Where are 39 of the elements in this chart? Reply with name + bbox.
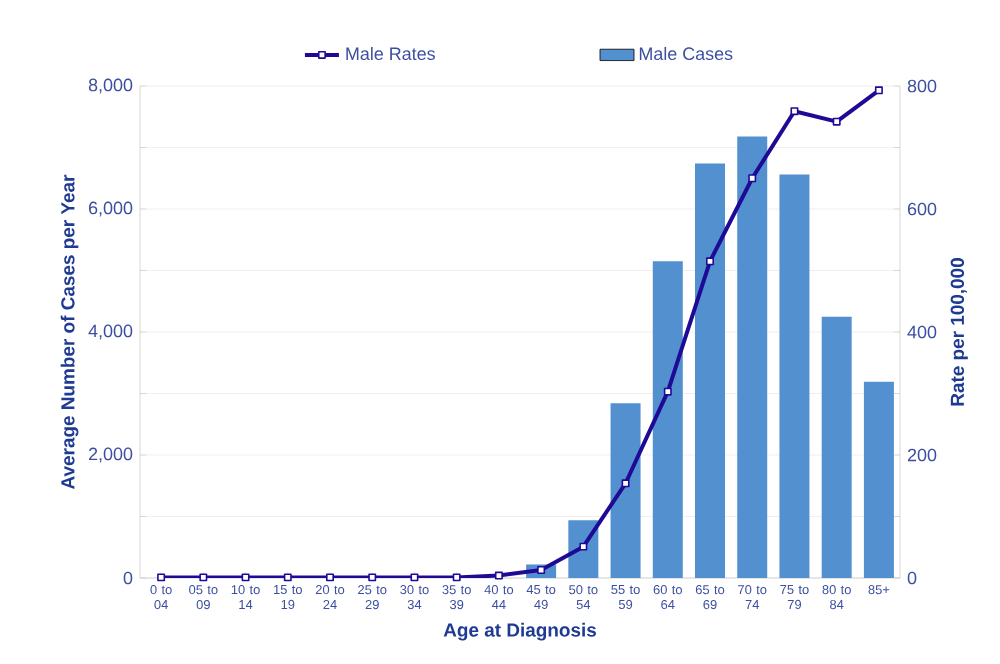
y2-tick-label: 800 xyxy=(907,79,937,93)
point xyxy=(748,174,757,183)
point xyxy=(579,542,588,551)
bar xyxy=(821,316,852,578)
bar xyxy=(652,261,683,578)
point xyxy=(494,571,503,580)
point xyxy=(706,257,714,266)
x-axis-title: Age at Diagnosis xyxy=(443,622,596,641)
point xyxy=(790,107,799,116)
y-tick-label: 0 xyxy=(123,571,133,585)
point xyxy=(199,573,208,582)
point xyxy=(283,573,292,582)
bar xyxy=(779,174,810,578)
y2-axis-title: Rate per 100,000 xyxy=(950,258,968,406)
y2-tick-label: 0 xyxy=(907,571,917,585)
bar xyxy=(610,403,641,578)
point xyxy=(410,573,419,582)
y2-tick-label: 200 xyxy=(907,448,937,462)
y-tick-label: 2,000 xyxy=(88,447,133,463)
bar xyxy=(737,136,768,578)
point xyxy=(368,573,377,582)
point xyxy=(621,479,630,488)
point xyxy=(452,573,461,582)
point xyxy=(157,573,166,582)
point xyxy=(663,387,672,396)
bar xyxy=(695,163,726,578)
y-tick-label: 6,000 xyxy=(88,201,133,217)
point xyxy=(241,573,250,582)
y2-tick-label: 600 xyxy=(907,202,937,216)
y2-tick-label: 400 xyxy=(907,325,937,339)
legend-label: Male Cases xyxy=(639,46,733,61)
y-axis-title: Average Number of Cases per Year xyxy=(60,174,79,489)
point xyxy=(832,117,841,126)
legend-label: Male Rates xyxy=(346,46,435,61)
bar xyxy=(863,381,894,578)
point xyxy=(326,573,334,582)
y-tick-label: 4,000 xyxy=(88,324,133,340)
y-tick-label: 8,000 xyxy=(88,78,133,94)
point xyxy=(874,86,883,95)
